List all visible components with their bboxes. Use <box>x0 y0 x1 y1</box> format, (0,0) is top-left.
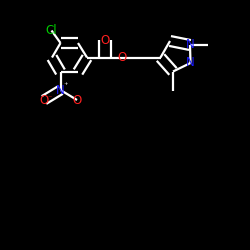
Text: N: N <box>56 84 65 96</box>
Text: O: O <box>118 51 127 64</box>
Text: N: N <box>186 56 195 70</box>
Text: N: N <box>186 38 194 52</box>
Text: O: O <box>100 34 110 46</box>
Text: O: O <box>40 94 48 106</box>
Text: ⁻: ⁻ <box>47 93 52 102</box>
Text: ⁺: ⁺ <box>64 81 68 90</box>
Text: Cl: Cl <box>46 24 57 37</box>
Text: O: O <box>72 94 82 106</box>
